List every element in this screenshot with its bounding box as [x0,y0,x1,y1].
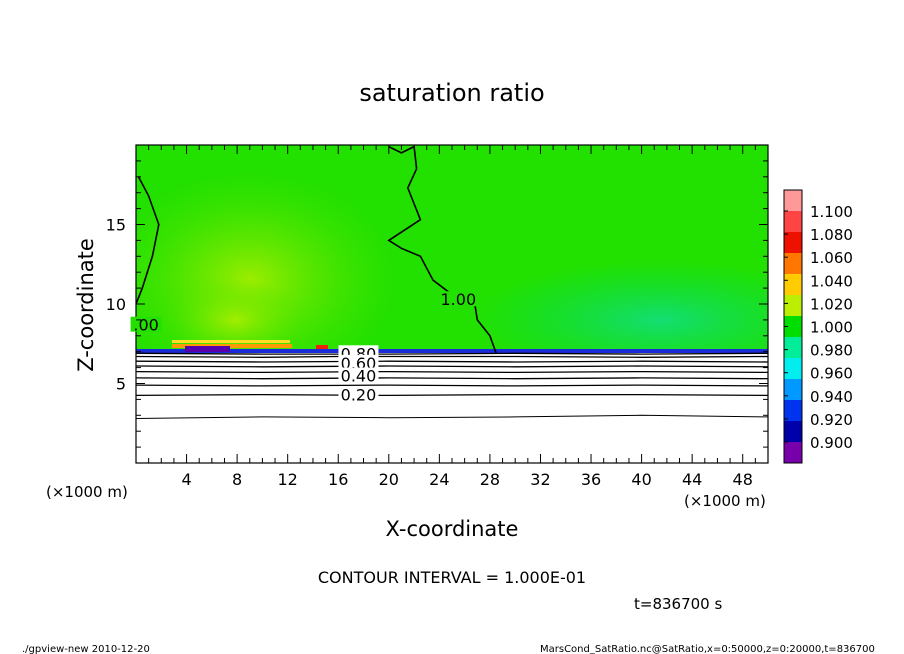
x-tick-label: 28 [480,470,500,489]
contour-label-bg [338,386,379,402]
contour-lines [136,145,768,419]
colorbar-label: 1.020 [810,295,853,313]
x-tick-label: 20 [379,470,399,489]
colorbar-swatch [784,295,802,317]
colorbar-label: 1.100 [810,203,853,221]
interface-blue-band [136,349,768,353]
colorbar-swatch [784,400,802,422]
colorbar-swatch [784,421,802,443]
contour-label: 0.20 [341,386,377,405]
footer-right: MarsCond_SatRatio.nc@SatRatio,x=0:50000,… [540,644,875,654]
colorbar-swatch [784,358,802,380]
plot-area: 1.00.000.800.600.400.20 4 8 12 16 20 24 28 32 36… [106,144,769,489]
colorbar-label: 0.960 [810,365,853,383]
contour-line-0-6 [136,365,768,368]
contour-line-0-2 [136,393,768,397]
supersat-red-spot [316,345,328,349]
contour-line-0-7 [136,360,768,363]
x-tick-label: 48 [733,470,753,489]
x-axis-label: X-coordinate [386,517,519,541]
time-label: t=836700 s [634,595,722,613]
contour-label-bg [338,367,379,383]
x-tick-label: 12 [278,470,298,489]
colorbar-label: 1.060 [810,249,853,267]
x-tick-label: 4 [181,470,191,489]
field-lower [136,352,768,463]
x-tick-label: 40 [631,470,651,489]
contour-label: .00 [133,316,158,335]
contour-line-0-9 [136,352,768,355]
colorbar-label: 0.900 [810,434,853,452]
contour-line-0-5 [136,370,768,374]
contour-line-1-00-left [136,176,160,305]
colorbar-label: 1.000 [810,319,853,337]
undersat-purple-band [185,346,230,352]
contour-line-0-1 [136,414,768,419]
colorbar-label: 0.920 [810,411,853,429]
y-tick-label: 15 [106,216,126,235]
contour-interval-text: CONTOUR INTERVAL = 1.000E-01 [318,568,586,587]
contour-line-0-4 [136,377,768,380]
colorbar-swatch [784,442,802,464]
y-tick-label: 5 [116,375,126,394]
colorbar-swatch [784,274,802,296]
contour-label-bg [130,316,162,332]
contour-line-0-3 [136,384,768,387]
colorbar-swatch [784,190,802,212]
supersat-orange-band [172,344,292,348]
contour-line-1-00-main [387,145,497,354]
supersat-yellow-band [172,340,290,343]
contour-label-bg [438,291,479,307]
x-tick-label: 16 [328,470,348,489]
chart-title: saturation ratio [359,79,544,107]
y-axis-label: Z-coordinate [74,238,98,372]
y-axis-ticks: 5 10 15 [106,160,768,448]
x-unit-label-right: (×1000 m) [684,492,766,510]
field-fill [136,145,768,463]
contour-label: 0.40 [341,367,377,386]
x-tick-label: 36 [581,470,601,489]
x-unit-label-left: (×1000 m) [46,483,128,501]
colorbar-label: 0.940 [810,388,853,406]
x-tick-label: 8 [232,470,242,489]
x-tick-label: 24 [429,470,449,489]
colorbar-swatch [784,211,802,233]
colorbar: 1.100 1.080 1.060 1.040 1.020 1.000 0.980 0.960… [783,189,853,464]
x-tick-label: 44 [682,470,702,489]
contour-line-0-8 [136,355,768,358]
colorbar-swatch [784,232,802,254]
x-tick-label: 32 [530,470,550,489]
colorbar-label: 1.040 [810,272,853,290]
colorbar-swatch [784,379,802,401]
colorbar-label: 0.980 [810,342,853,360]
contour-labels: 1.00.000.800.600.400.20 [130,290,479,405]
x-axis-ticks: 4 8 12 16 20 24 28 32 36 40 44 48 [148,145,756,489]
colorbar-swatch [784,253,802,275]
contour-label-bg [338,354,379,370]
footer-left: ./gpview-new 2010-12-20 [22,644,150,654]
colorbar-swatch [784,337,802,359]
contour-label: 1.00 [441,290,477,309]
colorbar-swatch [784,316,802,338]
colorbar-label: 1.080 [810,226,853,244]
y-tick-label: 10 [106,295,126,314]
